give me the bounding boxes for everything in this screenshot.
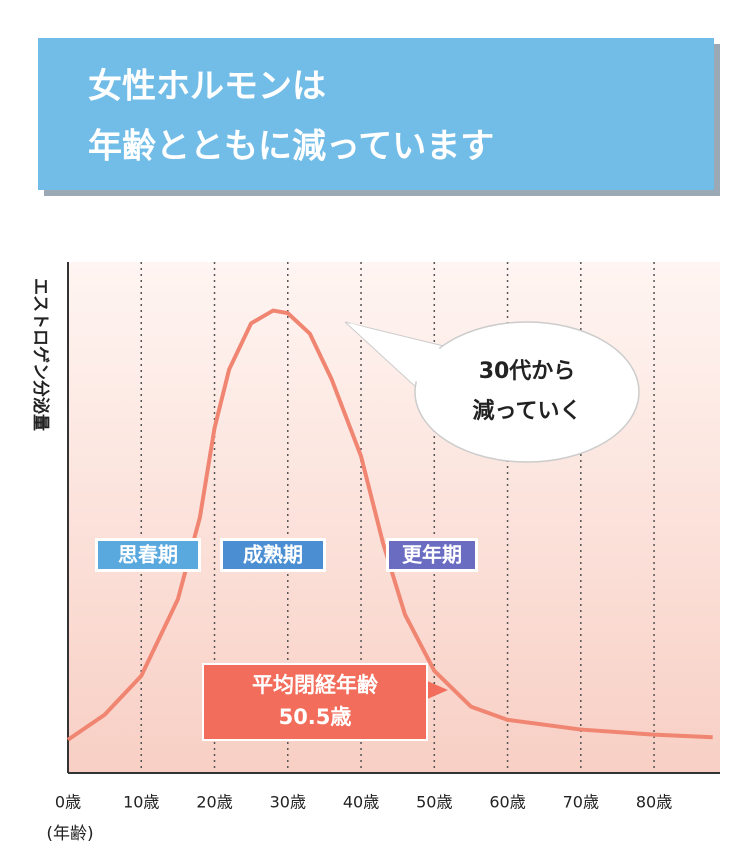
phase-label: 思春期 [118,543,178,567]
x-tick-label: 20歳 [196,793,232,812]
title: 女性ホルモンは [88,67,326,107]
menopause-box [202,663,428,741]
title-box [38,38,714,190]
x-tick-label: 40歳 [343,793,379,812]
x-tick-label: 60歳 [489,793,525,812]
bubble [414,321,640,463]
bubble-text: 減っていく [473,399,582,424]
x-tick-label: 70歳 [563,793,599,812]
phase-label: 更年期 [402,543,462,567]
data-line [66,308,713,742]
x-axis-label: (年齢) [46,824,93,844]
menopause-label: 50.5歳 [279,705,352,729]
phase-label: 成熟期 [243,543,303,567]
x-tick-label: 30歳 [270,793,306,812]
phase-box [223,541,323,569]
bubble-text: 30代から [479,359,576,384]
y-axis-label: エストロゲン分泌量 [30,278,51,431]
x-tick-label: 10歳 [123,793,159,812]
menopause-label: 平均閉経年齢 [252,673,379,697]
x-tick-label: 80歳 [636,793,672,812]
phase-box [98,541,198,569]
title: 年齢とともに減っています [88,127,494,167]
menopause-pointer [425,680,448,700]
x-tick-label: 0歳 [55,793,81,812]
phase-box [389,541,475,569]
x-tick-label: 50歳 [416,793,452,812]
bubble-tail-cover [350,323,462,396]
